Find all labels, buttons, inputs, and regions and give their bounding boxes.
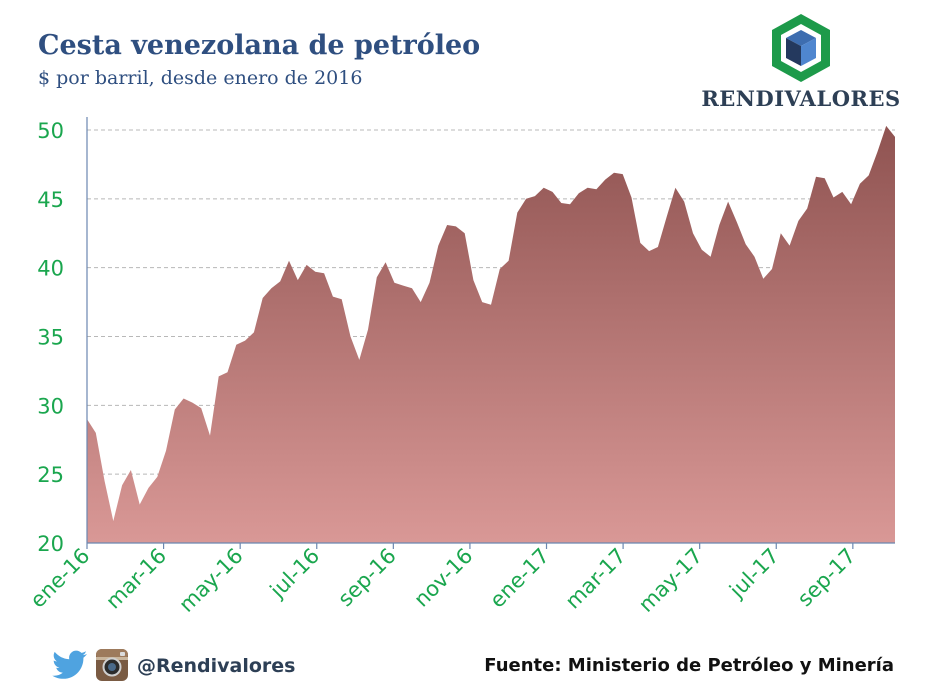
logo-text: RENDIVALORES <box>701 86 901 111</box>
x-tick-label: may-17 <box>634 544 707 617</box>
instagram-icon[interactable] <box>95 648 129 682</box>
y-tick-label: 35 <box>37 326 64 350</box>
y-tick-label: 50 <box>37 119 64 143</box>
x-tick-label: jul-16 <box>265 544 325 604</box>
y-tick-label: 45 <box>37 188 64 212</box>
x-tick-label: sep-16 <box>333 544 401 612</box>
x-tick-label: may-16 <box>174 544 247 617</box>
chart-title: Cesta venezolana de petróleo <box>38 30 481 61</box>
x-tick-label: jul-17 <box>724 544 784 604</box>
x-tick-label: sep-17 <box>793 544 861 612</box>
twitter-icon[interactable] <box>52 650 88 680</box>
price-area-series <box>87 125 895 544</box>
x-tick-label: mar-16 <box>101 544 171 614</box>
source-note: Fuente: Ministerio de Petróleo y Minería <box>484 655 894 676</box>
y-tick-label: 40 <box>37 257 64 281</box>
twitter-handle[interactable]: @Rendivalores <box>137 655 296 677</box>
y-tick-label: 30 <box>37 394 64 418</box>
chart-subtitle: $ por barril, desde enero de 2016 <box>38 67 363 89</box>
cube-logo-icon <box>772 14 830 82</box>
y-tick-label: 25 <box>37 463 64 487</box>
rendivalores-logo: RENDIVALORES <box>696 10 906 111</box>
x-tick-label: ene-17 <box>485 544 554 613</box>
y-tick-label: 20 <box>37 532 64 556</box>
x-tick-label: nov-16 <box>409 544 477 612</box>
x-tick-label: mar-17 <box>561 544 631 614</box>
